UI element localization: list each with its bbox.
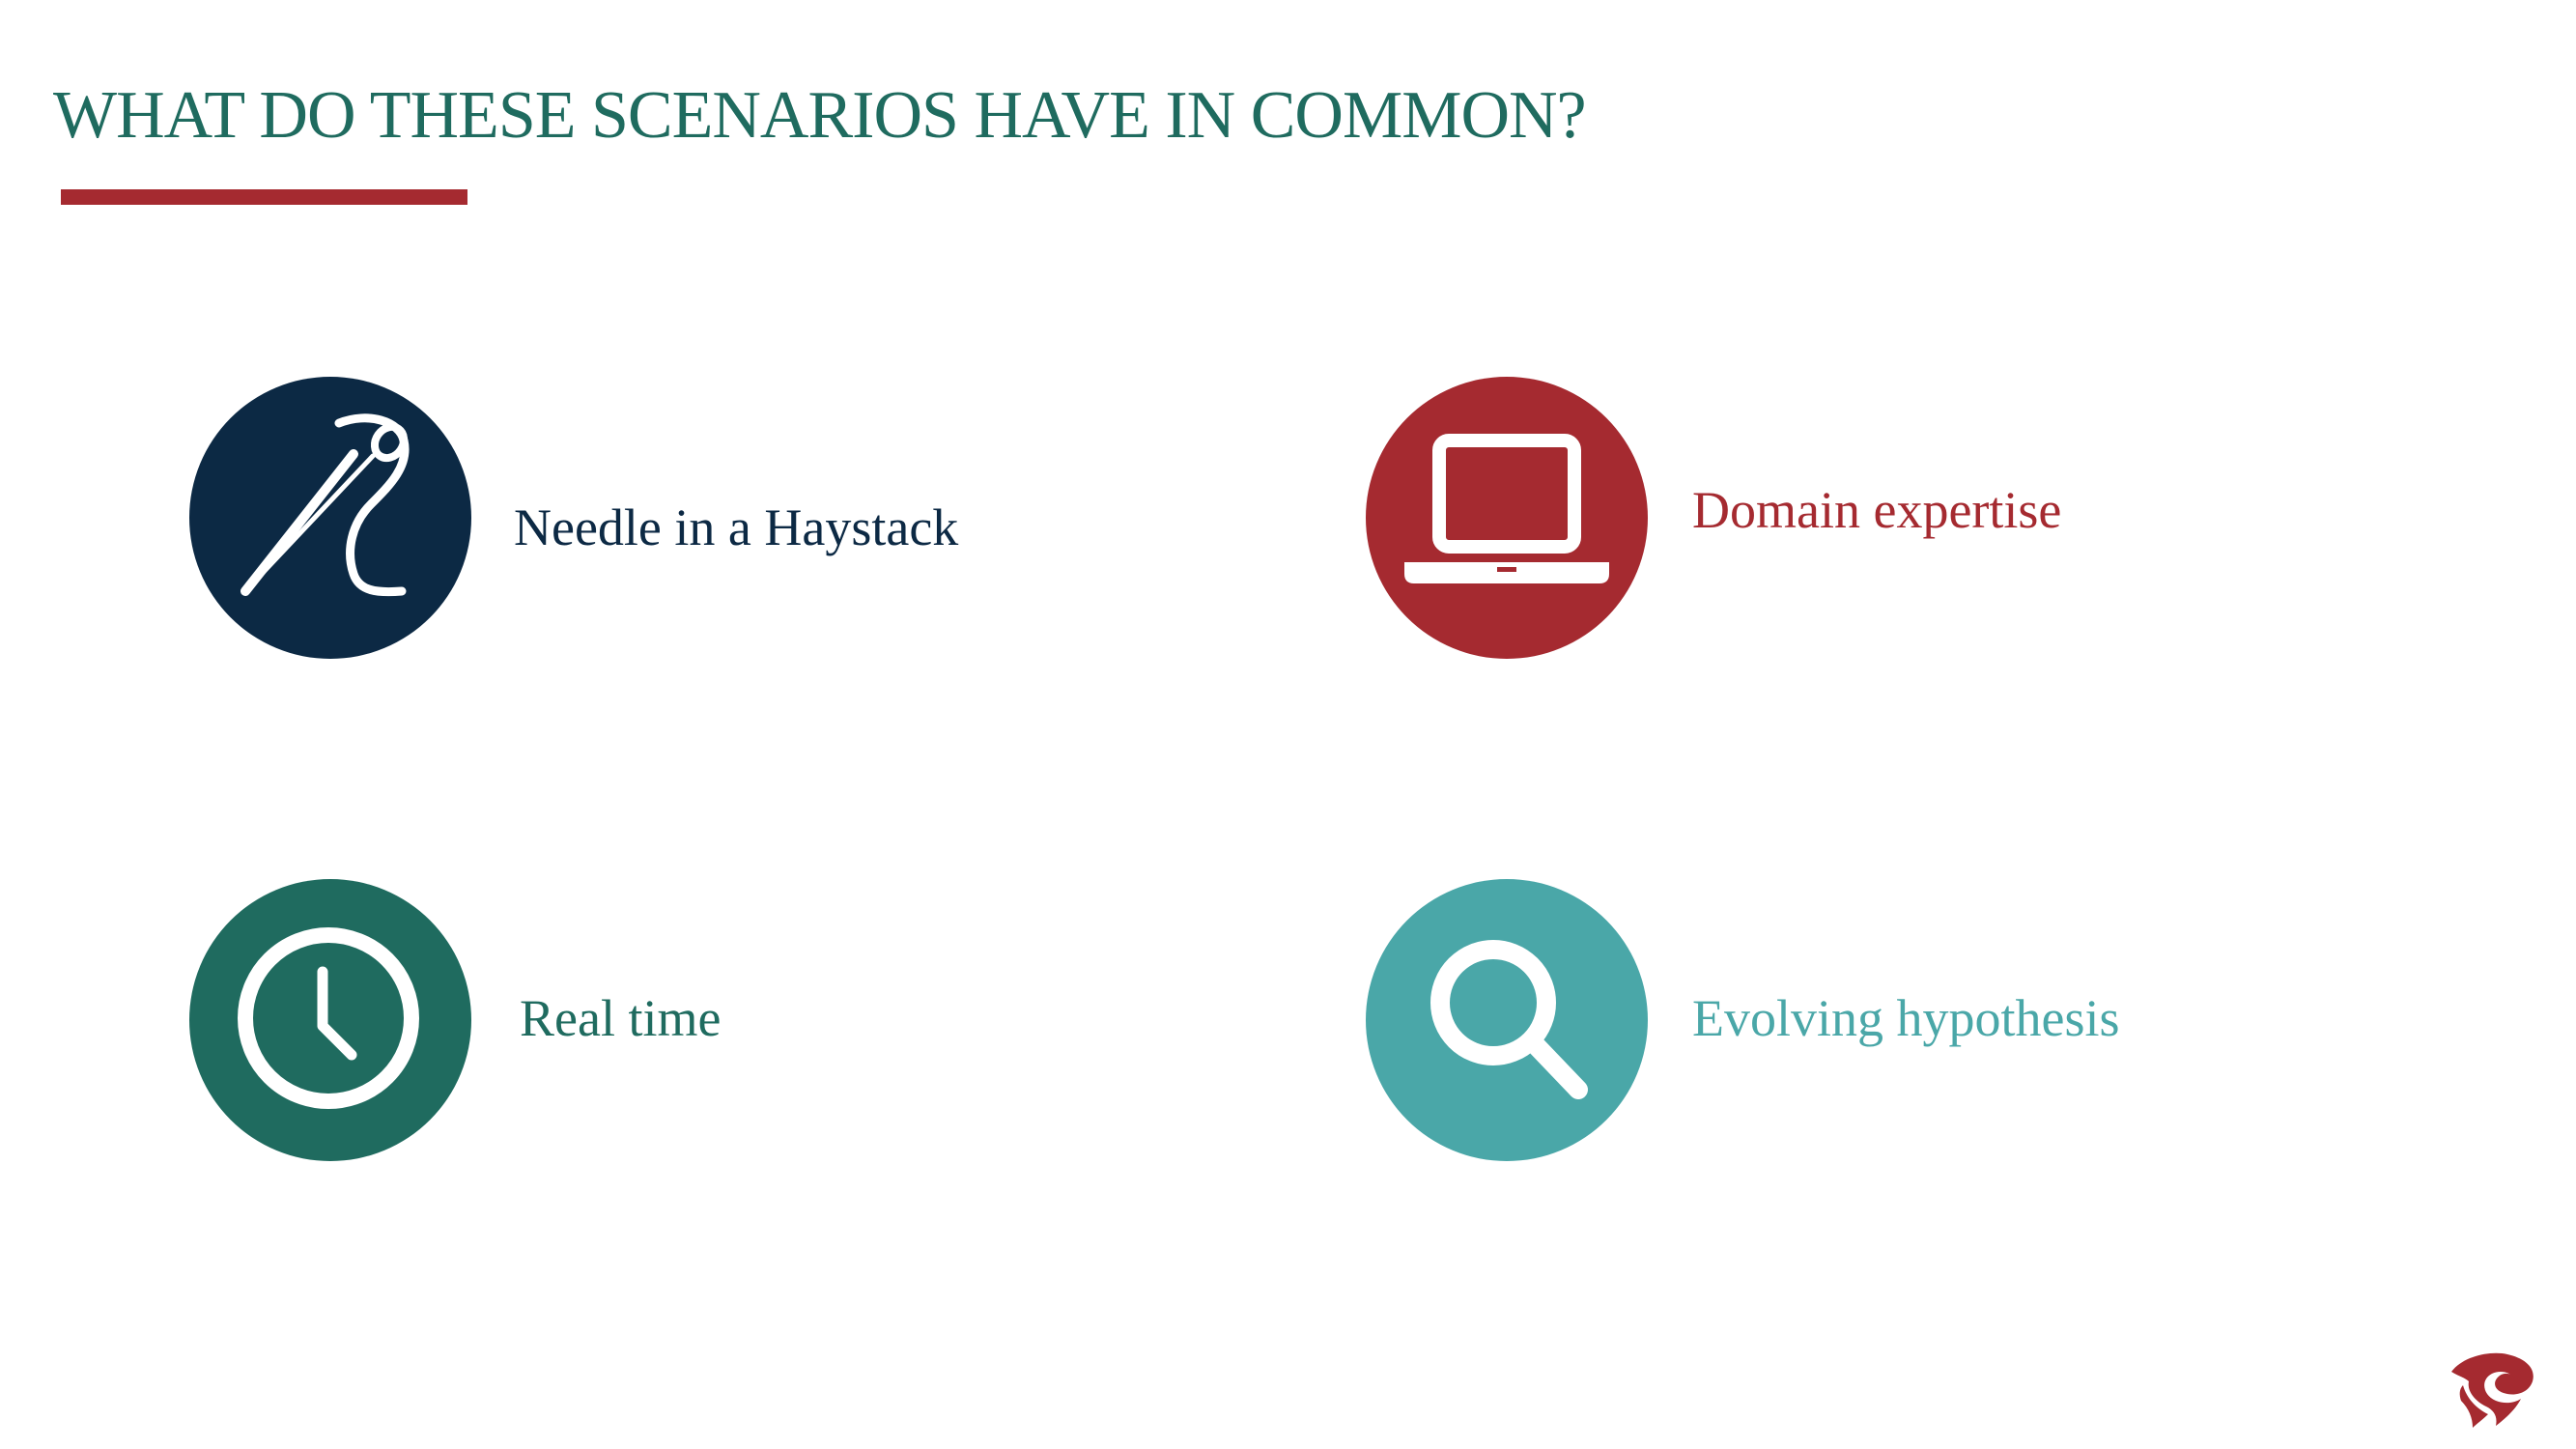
laptop-circle bbox=[1366, 377, 1648, 659]
magnifier-circle bbox=[1366, 879, 1648, 1161]
magnifier-icon bbox=[1430, 940, 1588, 1099]
needle-label: Needle in a Haystack bbox=[514, 498, 959, 556]
company-logo-icon bbox=[2451, 1352, 2534, 1428]
domain-expertise-label: Domain expertise bbox=[1692, 481, 2062, 539]
needle-icon bbox=[241, 413, 410, 597]
slide-title: WHAT DO THESE SCENARIOS HAVE IN COMMON? bbox=[53, 78, 1587, 153]
clock-icon bbox=[238, 927, 419, 1109]
needle-circle bbox=[189, 377, 471, 659]
real-time-label: Real time bbox=[520, 989, 722, 1047]
evolving-hypothesis-label: Evolving hypothesis bbox=[1692, 989, 2120, 1047]
laptop-icon bbox=[1404, 434, 1609, 583]
clock-circle bbox=[189, 879, 471, 1161]
title-underline bbox=[61, 189, 467, 205]
